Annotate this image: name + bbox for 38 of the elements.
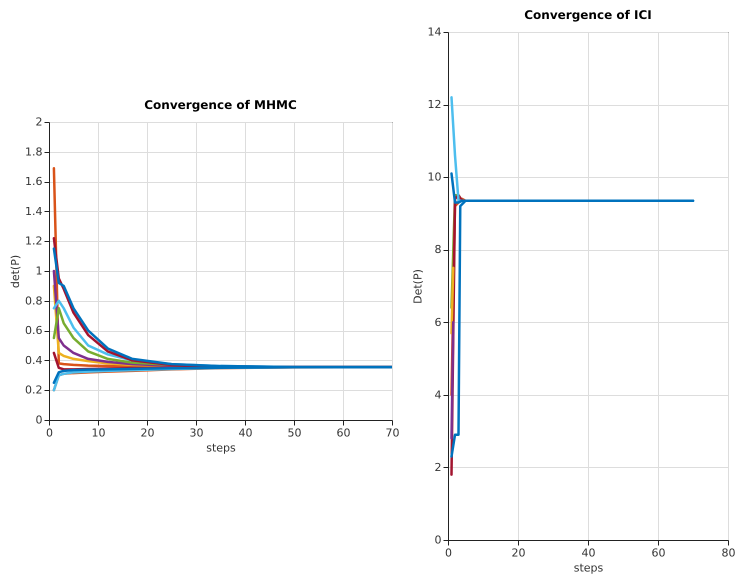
y-tick-label: 2 — [434, 460, 442, 474]
x-axis-title: steps — [206, 442, 236, 454]
x-tick-label: 10 — [92, 426, 106, 440]
y-tick-label: 1.8 — [25, 145, 42, 158]
chart-title: Convergence of MHMC — [144, 98, 297, 112]
y-tick-label: 0.6 — [25, 324, 42, 338]
x-tick-label: 20 — [140, 426, 154, 440]
x-tick-label: 40 — [582, 546, 596, 560]
y-tick-label: 14 — [428, 26, 442, 38]
x-tick-label: 20 — [512, 546, 526, 560]
y-tick-label: 6 — [434, 316, 442, 329]
y-tick-label: 1.4 — [25, 204, 42, 218]
y-tick-label: 4 — [434, 388, 442, 402]
x-tick-label: 60 — [336, 426, 350, 440]
y-tick-label: 0.2 — [25, 384, 42, 397]
y-tick-label: 1 — [36, 264, 42, 278]
x-tick-label: 0 — [445, 546, 452, 560]
x-axis-title: steps — [574, 562, 604, 574]
y-tick-label: 0.8 — [25, 294, 42, 308]
x-tick-label: 40 — [238, 426, 252, 440]
x-tick-label: 80 — [722, 546, 736, 560]
x-tick-label: 0 — [46, 426, 53, 440]
y-axis-title: det(P) — [9, 254, 22, 288]
x-tick-label: 70 — [386, 426, 400, 440]
y-tick-label: 8 — [434, 243, 442, 256]
y-tick-label: 12 — [428, 98, 442, 112]
y-tick-label: 1.6 — [25, 175, 42, 188]
y-tick-label: 10 — [428, 170, 442, 184]
y-tick-label: 0 — [434, 534, 442, 546]
y-tick-label: 2 — [36, 116, 42, 128]
y-tick-label: 1.2 — [25, 234, 42, 248]
y-axis-title: Det(P) — [412, 269, 425, 304]
y-tick-label: 0.4 — [25, 354, 42, 367]
x-tick-label: 60 — [652, 546, 666, 560]
y-tick-label: 0 — [36, 414, 42, 426]
x-tick-label: 50 — [288, 426, 302, 440]
chart-title: Convergence of ICI — [524, 8, 652, 22]
x-tick-label: 30 — [190, 426, 204, 440]
